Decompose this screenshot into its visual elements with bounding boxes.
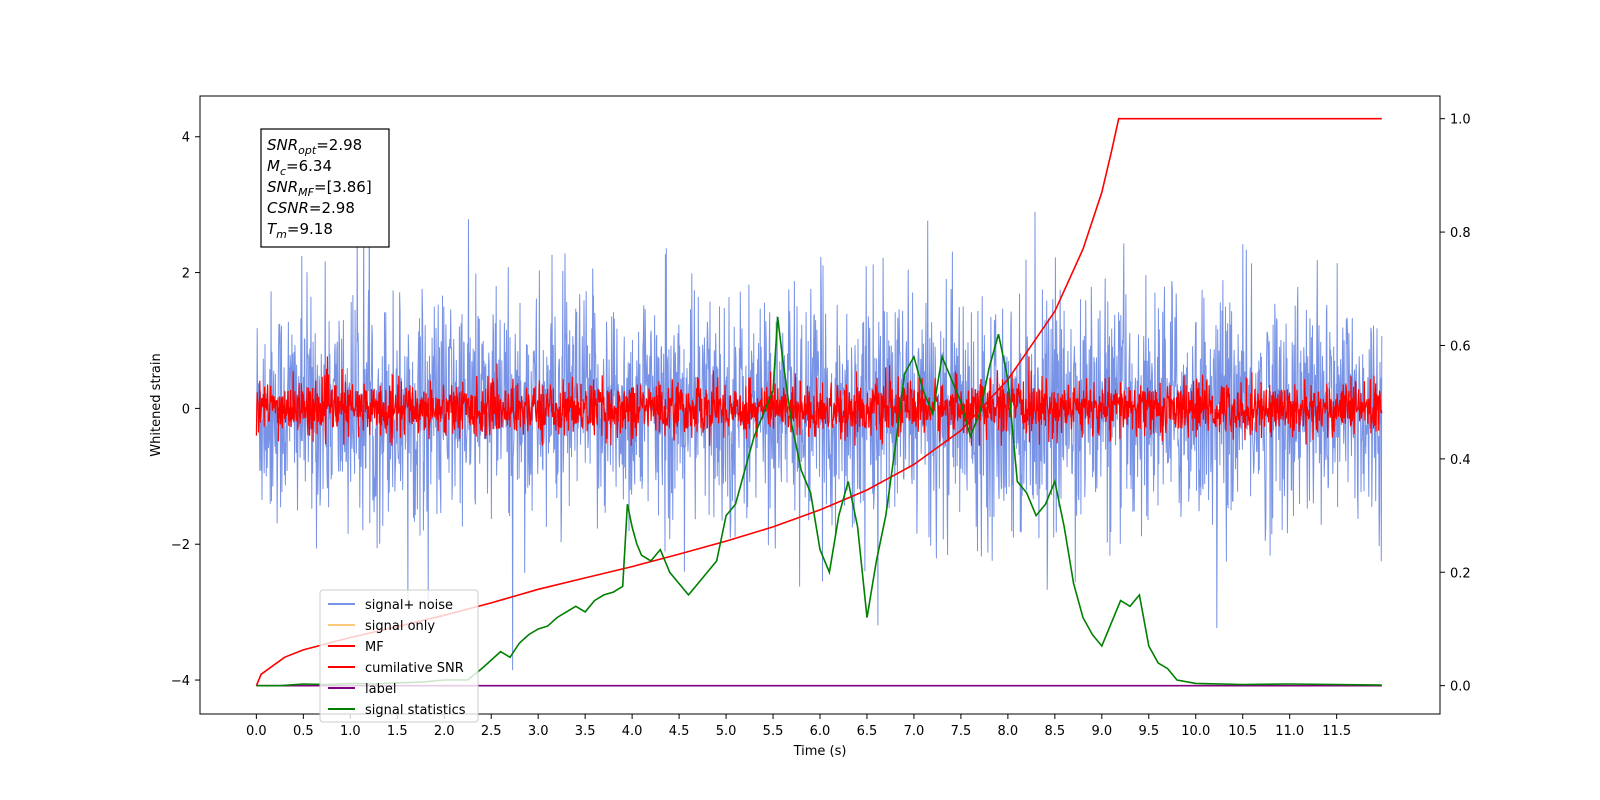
x-tick-label: 4.5 [669, 724, 690, 739]
y2-tick-label: 0.0 [1450, 680, 1471, 695]
x-tick-label: 6.5 [857, 724, 878, 739]
series-mf [255, 356, 1383, 446]
x-tick-label: 2.0 [434, 724, 455, 739]
legend: signal+ noise signal only MF cumilative SNR… [319, 589, 479, 723]
series-signal-noise [255, 188, 1383, 671]
annotation-line: Tm=9.18 [267, 220, 333, 241]
series-signal-statistics [256, 317, 1382, 687]
annotation-frame [260, 128, 390, 248]
annotation-line: SNRMF=[3.86] [267, 178, 372, 199]
x-tick-label: 1.5 [387, 724, 408, 739]
y2-tick-label: 0.6 [1450, 339, 1471, 354]
legend-label: signal+ noise [365, 598, 453, 613]
y-axis-ticks: −4 −2 0 2 4 [171, 131, 200, 689]
annotation-line: CSNR=2.98 [267, 199, 355, 217]
x-tick-label: 10.0 [1181, 724, 1210, 739]
x-tick-label: 2.5 [481, 724, 502, 739]
legend-label: MF [365, 640, 384, 655]
x-tick-label: 8.5 [1045, 724, 1066, 739]
x-tick-label: 6.0 [810, 724, 831, 739]
x-tick-label: 11.0 [1275, 724, 1304, 739]
y2-tick-label: 0.4 [1450, 453, 1471, 468]
y2-tick-label: 0.2 [1450, 566, 1471, 581]
x-tick-label: 9.5 [1138, 724, 1159, 739]
legend-label: signal only [365, 619, 435, 634]
y-tick-label: −4 [171, 674, 190, 689]
annotation-line: Mc=6.34 [267, 157, 332, 178]
y2-axis-ticks: 0.0 0.2 0.4 0.6 0.8 1.0 [1440, 113, 1471, 695]
x-tick-label: 11.5 [1322, 724, 1351, 739]
legend-label: signal statistics [365, 703, 466, 718]
x-tick-label: 9.0 [1091, 724, 1112, 739]
x-tick-label: 8.0 [998, 724, 1019, 739]
legend-frame [319, 589, 479, 723]
y-tick-label: 0 [182, 402, 190, 417]
x-tick-label: 3.5 [575, 724, 596, 739]
y-axis-label: Whitened strain [149, 353, 164, 456]
x-tick-label: 0.0 [246, 724, 267, 739]
x-tick-label: 1.0 [340, 724, 361, 739]
x-tick-label: 5.0 [716, 724, 737, 739]
x-tick-label: 4.0 [622, 724, 643, 739]
x-tick-label: 5.5 [763, 724, 784, 739]
x-tick-label: 7.5 [951, 724, 972, 739]
y2-tick-label: 0.8 [1450, 226, 1471, 241]
x-tick-label: 3.0 [528, 724, 549, 739]
y-tick-label: 4 [182, 131, 190, 146]
x-tick-label: 0.5 [293, 724, 314, 739]
x-axis-ticks: 0.0 0.5 1.0 1.5 2.0 2.5 3.0 3.5 4.0 4.5 5.0 5.5 6.0 6… [246, 714, 1351, 739]
y-tick-label: −2 [171, 538, 190, 553]
y2-tick-label: 1.0 [1450, 113, 1471, 128]
legend-label: label [365, 682, 396, 697]
annotation-line: SNRopt=2.98 [267, 136, 362, 157]
y-tick-label: 2 [182, 267, 190, 282]
x-tick-label: 10.5 [1228, 724, 1257, 739]
x-tick-label: 7.0 [904, 724, 925, 739]
x-axis-label: Time (s) [793, 744, 847, 759]
legend-label: cumilative SNR [365, 661, 464, 676]
